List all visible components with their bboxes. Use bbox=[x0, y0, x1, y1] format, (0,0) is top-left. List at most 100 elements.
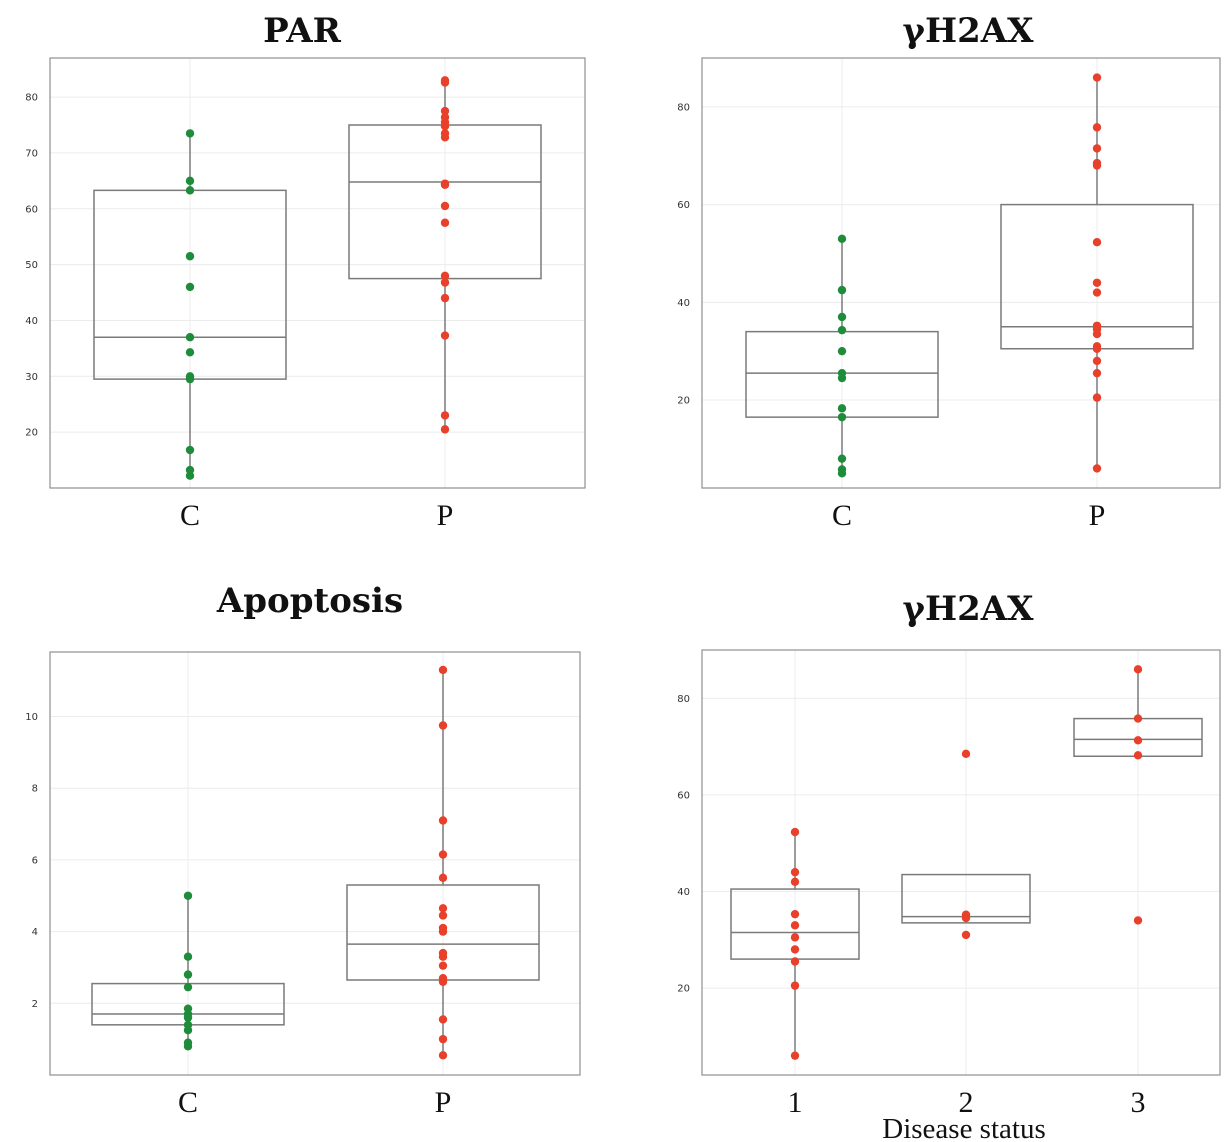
data-point bbox=[837, 469, 847, 478]
x-tick-label: C bbox=[180, 499, 200, 532]
y-tick-label: 80 bbox=[25, 93, 38, 104]
y-tick-label: 60 bbox=[677, 200, 690, 211]
y-tick-label: 2 bbox=[32, 999, 38, 1010]
data-point bbox=[837, 346, 847, 356]
data-point bbox=[837, 285, 847, 295]
plot-area bbox=[702, 58, 1220, 488]
x-tick-label: P bbox=[437, 499, 454, 532]
data-point bbox=[837, 325, 847, 335]
panel-title: PAR bbox=[263, 11, 341, 51]
x-tick-label: 3 bbox=[1131, 1086, 1146, 1119]
data-point bbox=[837, 373, 847, 383]
data-point bbox=[438, 721, 448, 730]
y-tick-label: 20 bbox=[25, 428, 38, 439]
data-point bbox=[1092, 464, 1102, 473]
data-point bbox=[185, 252, 195, 261]
data-point bbox=[440, 293, 450, 303]
data-point bbox=[1133, 736, 1143, 745]
data-point bbox=[790, 877, 800, 887]
y-tick-label: 20 bbox=[677, 984, 690, 995]
data-point bbox=[837, 412, 847, 422]
plot-area bbox=[50, 58, 585, 488]
data-point bbox=[440, 201, 450, 211]
y-tick-label: 60 bbox=[25, 204, 38, 215]
data-point bbox=[438, 977, 448, 986]
data-point bbox=[185, 471, 195, 480]
data-point bbox=[961, 930, 971, 940]
data-point bbox=[837, 404, 847, 413]
data-point bbox=[790, 981, 800, 990]
data-point bbox=[440, 78, 450, 87]
data-point bbox=[1092, 368, 1102, 378]
data-point bbox=[438, 1015, 448, 1024]
y-tick-label: 20 bbox=[677, 396, 690, 407]
data-point bbox=[440, 106, 450, 116]
data-point bbox=[1092, 344, 1102, 353]
x-tick-label: 2 bbox=[959, 1086, 974, 1119]
panel-title: γH2AX bbox=[903, 589, 1035, 629]
plot-frame bbox=[701, 649, 1221, 1076]
data-point bbox=[961, 913, 971, 923]
data-point bbox=[440, 133, 450, 142]
data-point bbox=[1092, 393, 1102, 402]
panel-title: γH2AX bbox=[903, 11, 1035, 51]
data-point bbox=[790, 1051, 800, 1060]
data-point bbox=[438, 873, 448, 883]
data-point bbox=[440, 218, 450, 227]
data-point bbox=[790, 909, 800, 919]
data-point bbox=[185, 176, 195, 186]
data-point bbox=[183, 970, 193, 979]
panel-apoptosis: Apoptosis 2 4 6 8 10 C P bbox=[25, 581, 581, 1119]
y-tick-label: 40 bbox=[25, 316, 38, 327]
data-point bbox=[1092, 123, 1102, 132]
data-point bbox=[790, 827, 800, 837]
data-point bbox=[183, 1025, 193, 1035]
data-point bbox=[790, 945, 800, 954]
data-point bbox=[1092, 329, 1102, 339]
data-point bbox=[1133, 665, 1143, 674]
data-point bbox=[438, 1034, 448, 1044]
data-point bbox=[438, 665, 448, 675]
data-point bbox=[440, 271, 450, 280]
data-point bbox=[1092, 356, 1102, 366]
data-point bbox=[1092, 278, 1102, 287]
plot-area bbox=[50, 652, 580, 1075]
data-point bbox=[1092, 144, 1102, 153]
panel-gh2ax-disease-status: γH2AX Disease status 20 40 60 80 1 2 3 bbox=[677, 589, 1221, 1142]
data-point bbox=[185, 333, 195, 342]
data-point bbox=[1092, 161, 1102, 170]
data-point bbox=[837, 234, 847, 243]
data-point bbox=[1133, 751, 1143, 760]
plot-frame bbox=[49, 57, 586, 489]
data-point bbox=[440, 278, 450, 287]
x-tick-label: C bbox=[832, 499, 852, 532]
y-tick-label: 40 bbox=[677, 298, 690, 309]
data-point bbox=[438, 904, 448, 913]
plot-frame bbox=[701, 57, 1221, 489]
x-tick-label: 1 bbox=[788, 1086, 803, 1119]
data-point bbox=[185, 374, 195, 384]
y-tick-label: 50 bbox=[25, 260, 38, 271]
y-tick-label: 60 bbox=[677, 790, 690, 801]
data-point bbox=[440, 180, 450, 189]
data-point bbox=[183, 1013, 193, 1022]
data-point bbox=[790, 957, 800, 966]
y-tick-label: 80 bbox=[677, 694, 690, 705]
x-tick-label: C bbox=[178, 1086, 198, 1119]
data-point bbox=[183, 982, 193, 992]
y-tick-label: 10 bbox=[25, 712, 38, 723]
data-point bbox=[183, 891, 193, 900]
y-tick-label: 4 bbox=[32, 927, 38, 938]
data-point bbox=[185, 445, 195, 455]
data-point bbox=[1133, 916, 1143, 925]
data-point bbox=[438, 952, 448, 961]
data-point bbox=[183, 952, 193, 961]
data-point bbox=[1092, 288, 1102, 297]
data-point bbox=[790, 921, 800, 930]
data-point bbox=[440, 411, 450, 420]
data-point bbox=[438, 816, 448, 825]
y-tick-label: 40 bbox=[677, 887, 690, 898]
data-point bbox=[183, 1042, 193, 1051]
y-tick-label: 70 bbox=[25, 148, 38, 159]
